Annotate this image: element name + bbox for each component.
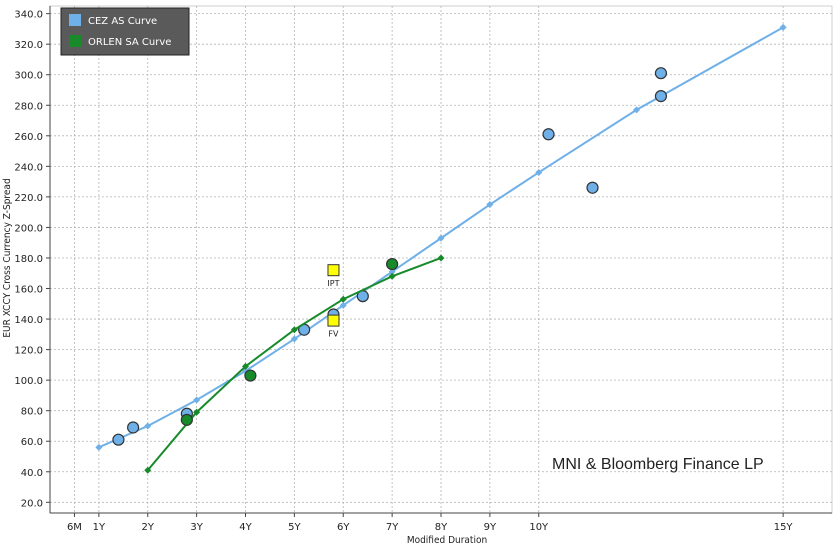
x-tick-label: 4Y [239,522,252,533]
annotation-marker-fv [327,314,340,327]
axes: 20.0 40.0 60.0 80.0 100.0 120.0 140.0 160.0 180.… [14,6,832,533]
y-tick-label: 280.0 [14,101,43,112]
curve-point-cez [486,201,494,209]
y-tick-label: 260.0 [14,132,43,143]
bond-point-cez [126,421,140,434]
x-tick-label: 5Y [288,522,301,533]
curve-point-orlen [339,295,347,303]
curve-point-cez [95,443,103,451]
legend-swatch-orlen [69,35,81,47]
curve-point-orlen [437,254,445,262]
x-tick-label: 7Y [386,522,399,533]
y-tick-label: 340.0 [14,10,43,21]
curve-point-orlen [290,326,298,334]
x-tick-label: 6Y [337,522,350,533]
y-axis-title: EUR XCCY Cross Currency Z-Spread [2,178,13,337]
bond-point-cez [586,181,599,194]
curve-point-cez [144,422,152,430]
y-tick-label: 100.0 [14,376,43,387]
curve-point-orlen [144,466,152,474]
curve-point-cez [535,168,543,176]
x-tick-label: 1Y [93,522,106,533]
y-tick-label: 320.0 [14,40,43,51]
y-tick-label: 20.0 [21,498,43,509]
legend-label-cez: CEZ AS Curve [88,16,157,27]
y-tick-label: 80.0 [21,407,43,418]
x-tick-label: 6M [67,522,82,533]
bond-point-cez [112,433,125,446]
curve-point-cez [388,268,396,276]
legend-swatch-cez [69,14,81,26]
annotation-marker-ipt [327,264,340,277]
watermark-text: MNI & Bloomberg Finance LP [552,456,764,473]
curve-point-cez [779,23,787,31]
curve-point-orlen [388,272,396,280]
bond-point-orlen [386,257,399,271]
y-tick-label: 180.0 [14,254,43,265]
x-tick-label: 9Y [484,522,497,533]
curve-point-cez [437,234,445,242]
bond-point-orlen [180,413,193,426]
curve-point-cez [193,396,201,404]
x-tick-label: 2Y [142,522,155,533]
legend-box [60,7,190,56]
x-tick-label: 8Y [435,522,448,533]
bond-point-cez [654,89,668,103]
curve-point-cez [290,335,298,343]
curve-point-orlen [242,362,249,370]
legend: CEZ AS Curve ORLEN SA Curve [60,7,190,56]
y-tick-label: 160.0 [14,285,43,296]
x-axis-title: Modified Duration [407,535,487,546]
y-tick-label: 140.0 [14,315,43,326]
y-tick-label: 40.0 [21,468,43,479]
bond-point-orlen [244,369,257,382]
annotation-label-ipt: IPT [327,279,339,288]
y-tick-label: 300.0 [14,71,43,82]
y-tick-label: 240.0 [14,162,43,173]
annotation-label-fv: FV [328,330,339,339]
curve-point-orlen [193,408,201,416]
y-tick-label: 200.0 [14,223,43,234]
bond-point-cez [654,67,668,80]
legend-label-orlen: ORLEN SA Curve [88,37,171,48]
curve-point-cez [339,301,347,309]
y-tick-label: 220.0 [14,193,43,204]
x-tick-label: 10Y [529,522,549,533]
bond-point-cez [542,128,555,141]
annotations: IPT FV [327,264,340,339]
y-tick-label: 120.0 [14,346,43,357]
x-tick-label: 15Y [774,522,794,533]
y-tick-label: 60.0 [21,437,43,448]
curve-point-cez [633,106,640,114]
x-tick-label: 3Y [190,522,203,533]
